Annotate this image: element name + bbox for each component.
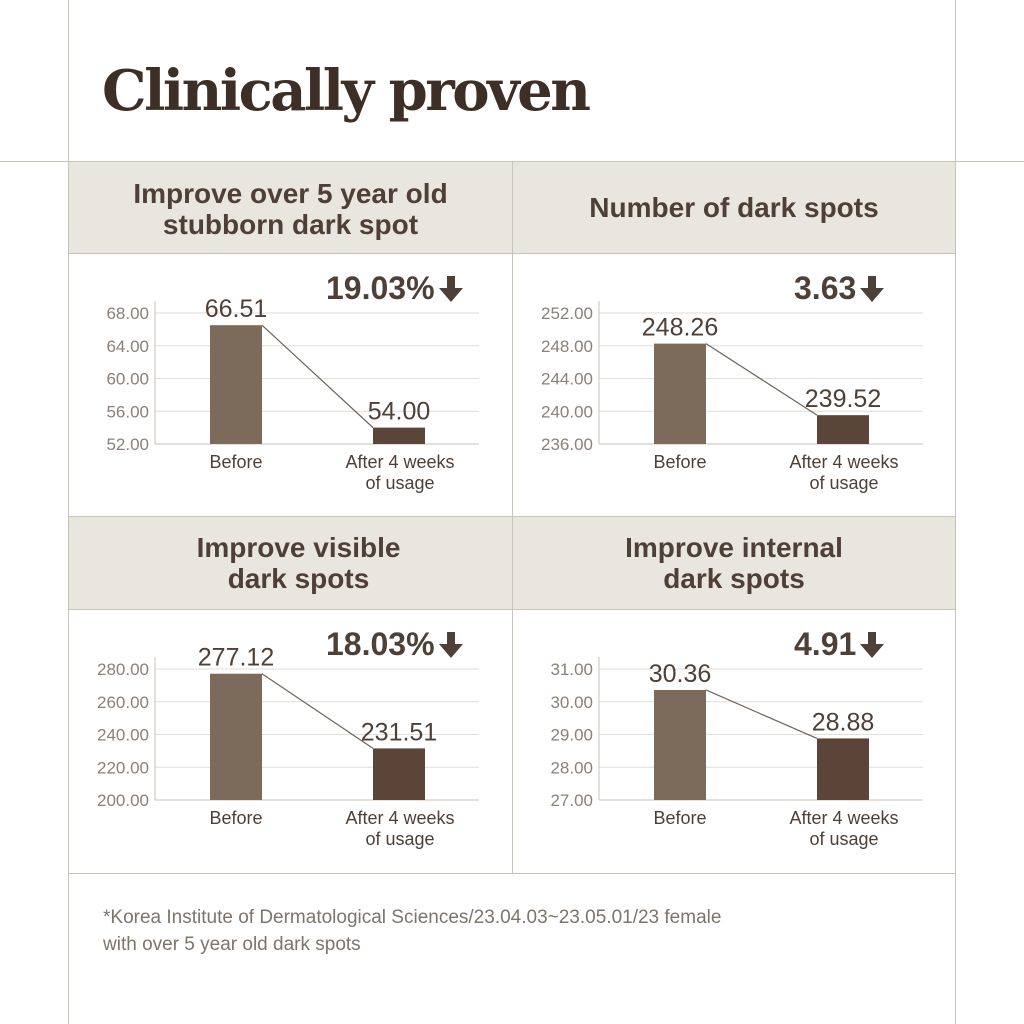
y-tick-label: 252.00 bbox=[541, 304, 593, 323]
bar-chart: 236.00 240.00 244.00 248.00 252.00 248.26 239.… bbox=[541, 301, 923, 493]
page-title: Clinically proven bbox=[102, 58, 591, 124]
y-tick-label: 52.00 bbox=[106, 435, 149, 454]
data-label: 28.88 bbox=[812, 708, 875, 736]
y-tick-label: 240.00 bbox=[541, 402, 593, 421]
arrow-down-icon bbox=[860, 275, 885, 302]
y-tick-label: 56.00 bbox=[106, 402, 149, 421]
change-label: 18.03% bbox=[326, 626, 463, 663]
bar-before bbox=[210, 325, 262, 444]
x-category-label: Before bbox=[209, 452, 262, 472]
panel-header-visible: Improve visible dark spots bbox=[69, 517, 512, 609]
panel-title: Improve internal dark spots bbox=[625, 532, 843, 594]
right-frame-line bbox=[955, 0, 956, 1024]
trend-connector bbox=[705, 689, 818, 739]
chart-panel-stubborn: 52.00 56.00 60.00 64.00 68.00 66.51 54.00 Befor… bbox=[69, 254, 512, 516]
y-tick-label: 248.00 bbox=[541, 337, 593, 356]
bar-after bbox=[373, 748, 425, 800]
left-frame-line bbox=[68, 0, 69, 1024]
bar-chart: 27.00 28.00 29.00 30.00 31.00 30.36 28.88 Befor… bbox=[550, 657, 923, 849]
y-tick-label: 236.00 bbox=[541, 435, 593, 454]
y-tick-label: 68.00 bbox=[106, 304, 149, 323]
data-label: 66.51 bbox=[205, 295, 268, 323]
y-tick-label: 31.00 bbox=[550, 660, 593, 679]
data-label: 231.51 bbox=[361, 718, 437, 746]
y-tick-label: 220.00 bbox=[97, 758, 149, 777]
x-category-label: After 4 weeks of usage bbox=[345, 452, 454, 493]
x-category-label: Before bbox=[653, 808, 706, 828]
bar-chart: 200.00 220.00 240.00 260.00 280.00 277.12 231.… bbox=[97, 644, 479, 849]
arrow-down-icon bbox=[438, 631, 463, 658]
y-tick-label: 64.00 bbox=[106, 337, 149, 356]
y-tick-label: 30.00 bbox=[550, 693, 593, 712]
y-tick-label: 244.00 bbox=[541, 370, 593, 389]
y-tick-label: 200.00 bbox=[97, 791, 149, 810]
x-category-label: After 4 weeks of usage bbox=[789, 452, 898, 493]
data-label: 239.52 bbox=[805, 385, 881, 413]
data-label: 54.00 bbox=[368, 398, 431, 426]
bar-after bbox=[817, 415, 869, 444]
chart-panel-number: 236.00 240.00 244.00 248.00 252.00 248.26 239.… bbox=[513, 254, 955, 516]
arrow-down-icon bbox=[438, 275, 463, 302]
y-tick-label: 240.00 bbox=[97, 726, 149, 745]
change-label: 4.91 bbox=[794, 626, 885, 663]
trend-connector bbox=[261, 673, 374, 749]
panel-title: Number of dark spots bbox=[589, 192, 879, 223]
y-tick-label: 280.00 bbox=[97, 660, 149, 679]
panel-title: Improve visible dark spots bbox=[196, 532, 401, 594]
middle-vertical-divider bbox=[512, 161, 513, 873]
x-category-label: Before bbox=[653, 452, 706, 472]
y-tick-label: 260.00 bbox=[97, 693, 149, 712]
y-tick-label: 28.00 bbox=[550, 758, 593, 777]
data-label: 30.36 bbox=[649, 660, 712, 688]
change-value: 19.03% bbox=[326, 270, 435, 306]
chart-panel-internal: 27.00 28.00 29.00 30.00 31.00 30.36 28.88 Befor… bbox=[513, 610, 955, 873]
chart-panel-visible: 200.00 220.00 240.00 260.00 280.00 277.12 231.… bbox=[69, 610, 512, 873]
bar-after bbox=[817, 738, 869, 800]
change-label: 3.63 bbox=[794, 270, 885, 307]
data-label: 277.12 bbox=[198, 644, 274, 672]
footnote: *Korea Institute of Dermatological Scien… bbox=[103, 907, 722, 955]
y-tick-label: 27.00 bbox=[550, 791, 593, 810]
trend-connector bbox=[261, 324, 374, 429]
change-value: 4.91 bbox=[794, 626, 857, 662]
panel-header-stubborn: Improve over 5 year old stubborn dark sp… bbox=[69, 162, 512, 253]
bar-before bbox=[210, 673, 262, 800]
panel-title: Improve over 5 year old stubborn dark sp… bbox=[133, 177, 448, 240]
panel-header-internal: Improve internal dark spots bbox=[513, 517, 955, 609]
x-category-label: After 4 weeks of usage bbox=[789, 808, 898, 849]
x-category-label: After 4 weeks of usage bbox=[345, 808, 454, 849]
y-tick-label: 29.00 bbox=[550, 726, 593, 745]
change-label: 19.03% bbox=[326, 270, 463, 307]
arrow-down-icon bbox=[860, 631, 885, 658]
y-tick-label: 60.00 bbox=[106, 370, 149, 389]
trend-connector bbox=[705, 343, 818, 416]
header-bottom-line-top bbox=[68, 253, 956, 254]
panel-header-number: Number of dark spots bbox=[513, 162, 955, 253]
footnote-divider bbox=[68, 873, 956, 874]
change-value: 3.63 bbox=[794, 270, 857, 306]
bar-after bbox=[373, 427, 425, 444]
bar-before bbox=[654, 343, 706, 444]
x-category-label: Before bbox=[209, 808, 262, 828]
data-label: 248.26 bbox=[642, 314, 718, 342]
bar-chart: 52.00 56.00 60.00 64.00 68.00 66.51 54.00 Befor… bbox=[106, 295, 479, 493]
header-bottom-line-bottom bbox=[68, 609, 956, 610]
change-value: 18.03% bbox=[326, 626, 435, 662]
row-divider bbox=[68, 516, 956, 517]
bar-before bbox=[654, 689, 706, 800]
